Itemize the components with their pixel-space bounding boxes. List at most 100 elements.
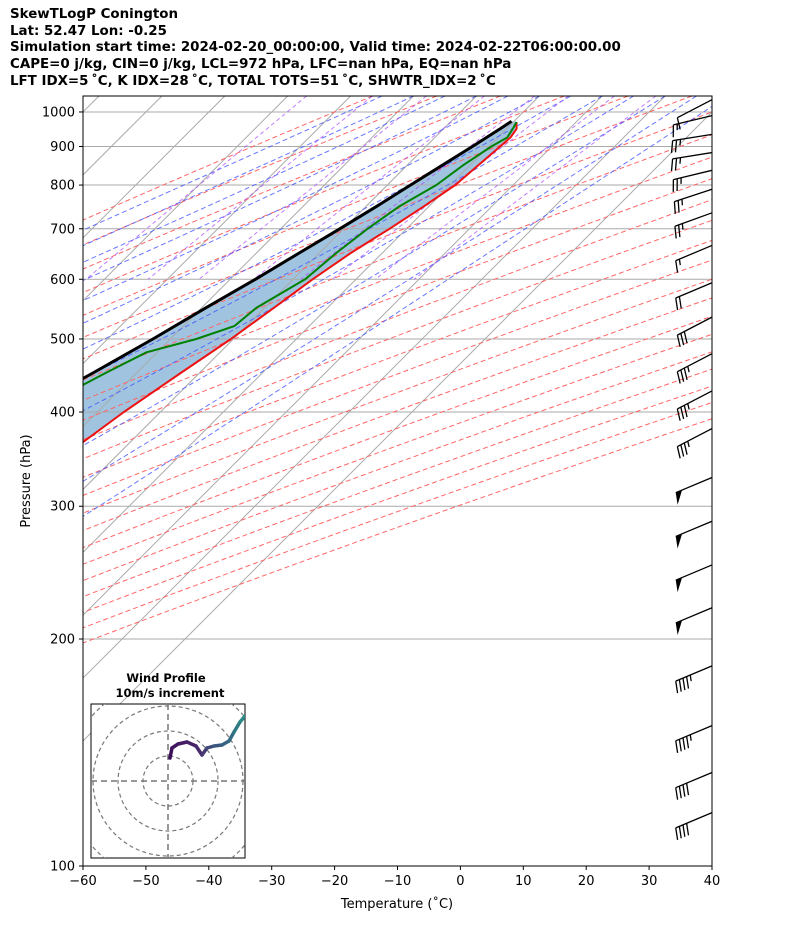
wind-barb [672, 114, 713, 138]
chart-header: SkewTLogP Conington Lat: 52.47 Lon: -0.2… [10, 7, 621, 91]
temperature-profile [83, 121, 518, 444]
parcel-profile [83, 120, 513, 381]
x-tick-label: −40 [195, 874, 222, 889]
y-tick-label: 800 [50, 179, 75, 194]
cape-shading [83, 121, 517, 443]
dry-adiabat [83, 96, 693, 338]
wind-barb [676, 353, 713, 384]
dry-adiabats [83, 96, 712, 644]
dry-adiabat [83, 259, 712, 496]
isotherm [83, 96, 351, 365]
mixing-ratio-line [85, 96, 307, 280]
mixing-ratio-line [413, 96, 657, 280]
y-axis-ticks: 100 200 300 400 500 600 700 800 900 1000 [42, 105, 83, 875]
wind-barb [675, 476, 713, 505]
dry-adiabat [83, 96, 374, 221]
wind-barb [675, 564, 713, 593]
wind-barb [672, 169, 713, 192]
dry-adiabat [83, 278, 712, 514]
moist-adiabat [83, 96, 603, 379]
isotherm [83, 96, 289, 302]
y-tick-label: 700 [50, 222, 75, 237]
dry-adiabat [83, 368, 712, 598]
y-tick-label: 900 [50, 140, 75, 155]
moist-adiabats [83, 96, 712, 518]
dry-adiabat [83, 96, 565, 294]
inset-subtitle: 10m/s increment [116, 686, 225, 700]
wind-profile-inset: Wind Profile 10m/s increment [90, 671, 246, 859]
wind-barb [670, 133, 713, 153]
wind-barb [674, 212, 713, 239]
x-axis-ticks: −60 −50 −40 −30 −20 −10 0 10 20 30 40 [69, 866, 720, 889]
moist-adiabat [83, 96, 509, 302]
dry-adiabat [83, 199, 712, 441]
dry-adiabat [83, 333, 712, 565]
wind-barb [675, 607, 713, 635]
x-tick-label: 30 [641, 874, 658, 889]
x-tick-label: −10 [384, 874, 411, 889]
wind-barb [675, 771, 713, 800]
y-tick-label: 1000 [42, 105, 75, 120]
moist-adiabat [83, 96, 540, 324]
wind-barb [673, 188, 713, 214]
wind-barbs [670, 99, 713, 840]
x-tick-label: 10 [515, 874, 532, 889]
isotherm [83, 96, 414, 428]
hodograph-segment [232, 720, 242, 734]
x-tick-label: −30 [258, 874, 285, 889]
plot-area [83, 96, 712, 866]
isotherm [83, 96, 666, 679]
dewpoint-profile [83, 121, 518, 387]
x-tick-label: 20 [578, 874, 595, 889]
station-title: SkewTLogP Conington [10, 7, 178, 22]
y-tick-label: 200 [50, 633, 75, 648]
hodograph-trace [168, 714, 245, 760]
wind-barb [675, 520, 713, 549]
mixing-ratio-line [375, 96, 615, 280]
x-tick-label: −50 [132, 874, 159, 889]
simulation-time: Simulation start time: 2024-02-20_00:00:… [10, 40, 621, 56]
mixing-ratio-line [147, 96, 373, 280]
y-tick-label: 100 [50, 860, 75, 875]
wind-barb [675, 812, 713, 840]
dry-adiabat [83, 96, 501, 270]
inset-title: Wind Profile [126, 671, 206, 685]
dry-adiabat [83, 156, 712, 401]
moist-adiabat [83, 96, 697, 482]
x-tick-label: −60 [69, 874, 96, 889]
dry-adiabat [83, 401, 712, 629]
convective-indices: CAPE=0 j/kg, CIN=0 j/kg, LCL=972 hPa, LF… [10, 57, 512, 73]
hodograph-segment [238, 714, 245, 724]
moist-adiabat [83, 96, 383, 231]
cape-shade-area [83, 121, 517, 443]
y-tick-label: 400 [50, 406, 75, 421]
moist-adiabat [83, 96, 571, 350]
isotherm-lines [83, 96, 712, 742]
wind-barb [675, 665, 713, 694]
station-location: Lat: 52.47 Lon: -0.25 [10, 23, 167, 39]
isotherm [83, 96, 540, 553]
moist-adiabat [83, 105, 712, 518]
mixing-ratio-line [198, 96, 427, 280]
y-tick-label: 300 [50, 500, 75, 515]
wind-barb [675, 244, 713, 273]
stability-indices: LFT IDX=5 ˚C, K IDX=28 ˚C, TOTAL TOTS=51… [10, 73, 496, 89]
wind-barb [676, 316, 713, 348]
sounding-profiles [83, 120, 518, 444]
x-tick-label: 40 [704, 874, 721, 889]
wind-barb [676, 390, 713, 421]
dry-adiabat [83, 96, 629, 316]
y-axis-label: Pressure (hPa) [19, 434, 34, 527]
moist-adiabat [83, 96, 414, 247]
moist-adiabat [83, 96, 477, 282]
dry-adiabat [83, 178, 712, 421]
moist-adiabat [83, 96, 634, 412]
wind-barb [675, 725, 713, 753]
hodograph-rings [91, 704, 245, 858]
mixing-ratio-line [253, 96, 485, 280]
dry-adiabat [83, 111, 712, 360]
y-tick-label: 600 [50, 273, 75, 288]
wind-barb [676, 427, 713, 459]
moist-adiabat [83, 96, 666, 447]
